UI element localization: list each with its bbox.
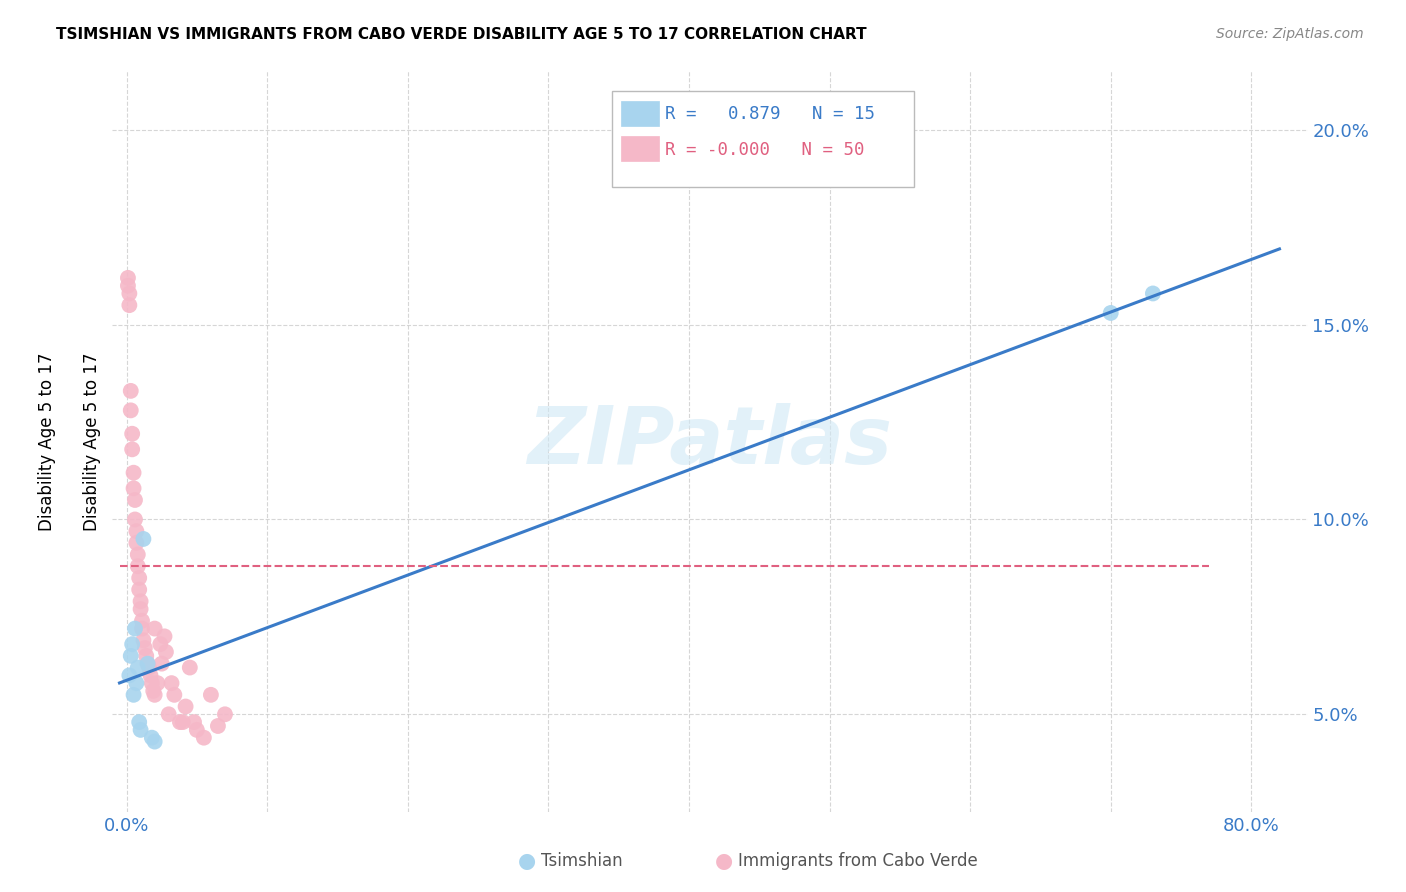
Point: [146, 676, 169, 690]
Point: [149, 637, 172, 651]
Point: [143, 622, 166, 636]
Point: [141, 676, 163, 690]
Point: [121, 637, 143, 651]
Text: Disability Age 5 to 17: Disability Age 5 to 17: [38, 352, 56, 531]
Point: [143, 688, 166, 702]
Point: [179, 660, 201, 674]
Point: [120, 384, 142, 398]
Point: [122, 481, 145, 495]
Text: Source: ZipAtlas.com: Source: ZipAtlas.com: [1216, 27, 1364, 41]
Point: [122, 466, 145, 480]
Point: [118, 668, 141, 682]
Point: [117, 271, 139, 285]
Text: TSIMSHIAN VS IMMIGRANTS FROM CABO VERDE DISABILITY AGE 5 TO 17 CORRELATION CHART: TSIMSHIAN VS IMMIGRANTS FROM CABO VERDE …: [56, 27, 868, 42]
Point: [128, 715, 150, 730]
Point: [120, 403, 142, 417]
Point: [129, 594, 152, 608]
Point: [124, 512, 146, 526]
Point: [125, 676, 148, 690]
Point: [127, 559, 149, 574]
Point: [121, 426, 143, 441]
Point: [118, 298, 141, 312]
Point: [128, 571, 150, 585]
Point: [124, 493, 146, 508]
Point: [129, 602, 152, 616]
Point: [127, 548, 149, 562]
Point: [1099, 306, 1122, 320]
Point: [183, 715, 205, 730]
Point: [172, 715, 194, 730]
Point: [135, 648, 157, 663]
Point: [132, 633, 155, 648]
Point: [1142, 286, 1164, 301]
Point: [132, 532, 155, 546]
Text: ZIPatlas: ZIPatlas: [527, 402, 893, 481]
Text: Immigrants from Cabo Verde: Immigrants from Cabo Verde: [738, 852, 979, 870]
Point: [136, 657, 159, 671]
Point: [128, 582, 150, 597]
Point: [121, 442, 143, 457]
Point: [139, 668, 162, 682]
Point: [193, 731, 215, 745]
Y-axis label: Disability Age 5 to 17: Disability Age 5 to 17: [83, 352, 101, 531]
Point: [207, 719, 229, 733]
Point: [200, 688, 222, 702]
Point: [155, 645, 177, 659]
Point: [150, 657, 173, 671]
Text: ●: ●: [519, 851, 536, 871]
Point: [125, 536, 148, 550]
Point: [131, 614, 153, 628]
Point: [120, 648, 142, 663]
Point: [125, 524, 148, 538]
Point: [143, 734, 166, 748]
Point: [134, 641, 156, 656]
Point: [136, 657, 159, 671]
Point: [118, 286, 141, 301]
Point: [142, 684, 165, 698]
Point: [157, 707, 180, 722]
Point: [163, 688, 186, 702]
Point: [160, 676, 183, 690]
Point: [186, 723, 208, 737]
Point: [122, 688, 145, 702]
Point: [124, 622, 146, 636]
Point: [214, 707, 236, 722]
Point: [153, 629, 176, 643]
Point: [127, 660, 149, 674]
Point: [131, 622, 153, 636]
Text: ●: ●: [716, 851, 733, 871]
Point: [129, 723, 152, 737]
Point: [117, 278, 139, 293]
Point: [138, 660, 160, 674]
Text: R = -0.000   N = 50: R = -0.000 N = 50: [665, 141, 865, 159]
Point: [141, 731, 163, 745]
Text: R =   0.879   N = 15: R = 0.879 N = 15: [665, 105, 875, 123]
Text: Tsimshian: Tsimshian: [541, 852, 623, 870]
Point: [174, 699, 197, 714]
Point: [169, 715, 191, 730]
